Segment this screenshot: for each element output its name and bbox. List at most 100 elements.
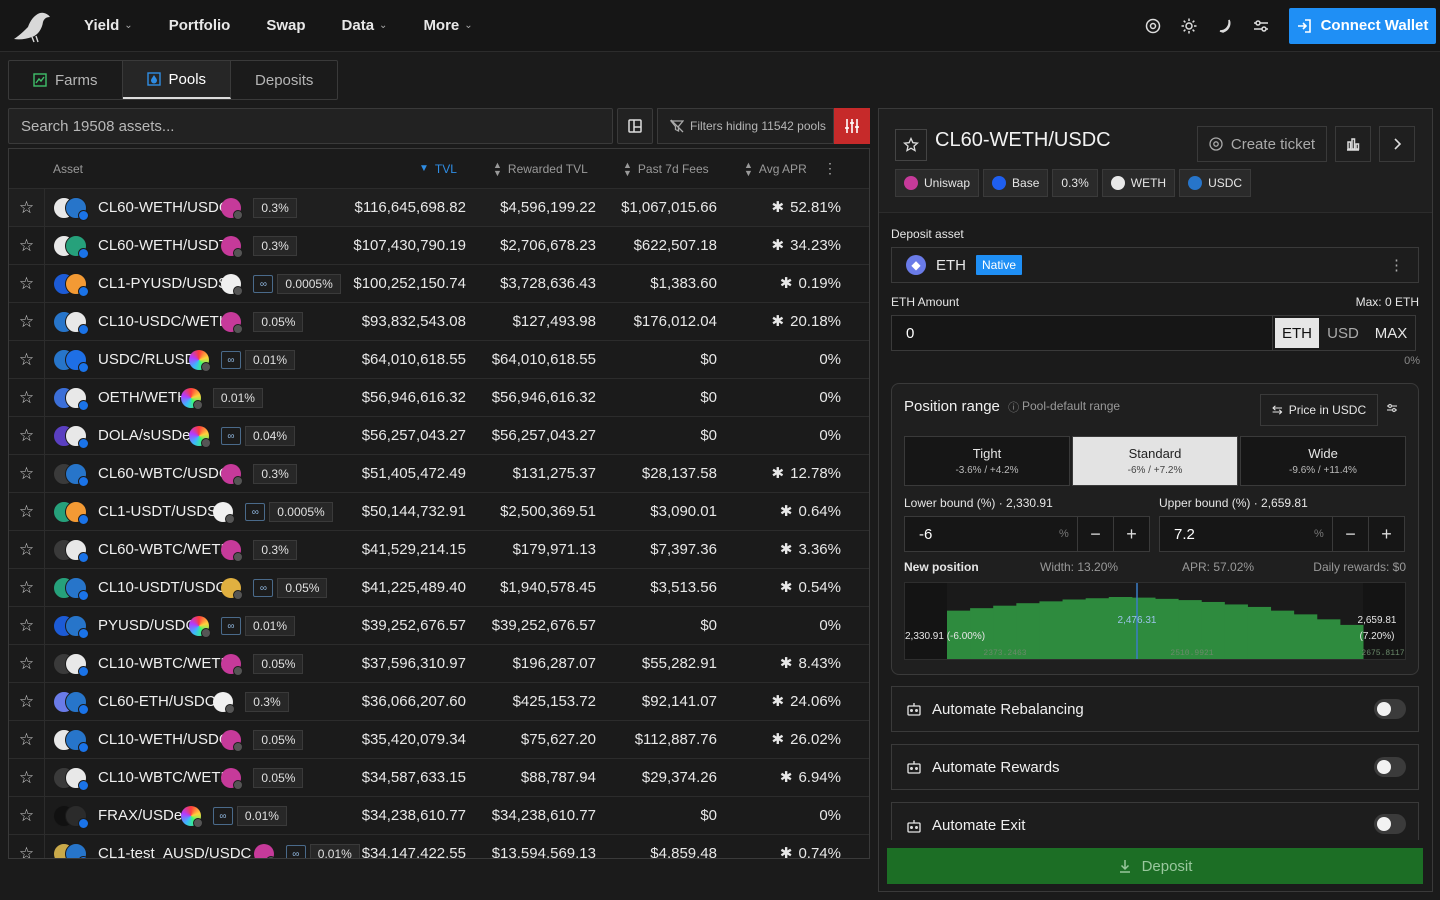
favorite-star-icon[interactable]: ☆ [9, 493, 45, 531]
table-row[interactable]: ☆ CL60-WBTC/USDC 0.3% $51,405,472.49 $131,27… [9, 455, 869, 493]
sun-icon[interactable] [1171, 8, 1207, 44]
table-row[interactable]: ☆ OETH/WETH 0.01% $56,946,616.32 $56,946,616… [9, 379, 869, 417]
table-row[interactable]: ☆ CL10-WETH/USDC 0.05% $35,420,079.34 $75,62… [9, 721, 869, 759]
liquidity-histogram[interactable]: 2,476.31 2,330.91 (-6.00%) 2,659.81 (7.2… [904, 582, 1406, 660]
nav-item-swap[interactable]: Swap [248, 0, 323, 52]
deposit-button[interactable]: Deposit [887, 848, 1423, 884]
upper-increment-button[interactable]: + [1368, 517, 1404, 551]
table-row[interactable]: ☆ CL1-PYUSD/USDS ∞ 0.0005% $100,252,150.74 $3… [9, 265, 869, 303]
link-icon[interactable]: ∞ [253, 275, 274, 293]
favorite-star-icon[interactable]: ☆ [9, 379, 45, 417]
automation-toggle[interactable] [1374, 757, 1406, 777]
table-row[interactable]: ☆ CL1-USDT/USDS ∞ 0.0005% $50,144,732.91 $2,5… [9, 493, 869, 531]
header-rewarded-tvl[interactable]: ▲ ▼ Rewarded TVL [493, 160, 588, 177]
nav-item-yield[interactable]: Yield ⌄ [66, 0, 151, 52]
favorite-star-icon[interactable]: ☆ [9, 759, 45, 797]
chip-base[interactable]: Base [983, 169, 1049, 197]
table-row[interactable]: ☆ FRAX/USDe ∞ 0.01% $34,238,610.77 $34,238,61… [9, 797, 869, 835]
kebab-menu-icon[interactable]: ⋮ [1389, 257, 1404, 274]
filter-settings-button[interactable] [834, 108, 870, 144]
table-row[interactable]: ☆ CL60-ETH/USDC 0.3% $36,066,207.60 $425,153… [9, 683, 869, 721]
filters-hiding-button[interactable]: Filters hiding 11542 pools [657, 108, 834, 144]
lower-increment-button[interactable]: + [1113, 517, 1149, 551]
table-row[interactable]: ☆ CL1-test_AUSD/USDC ∞ 0.01% $34,147,422.55 $… [9, 835, 869, 858]
upper-decrement-button[interactable]: − [1332, 517, 1368, 551]
support-icon[interactable] [1135, 8, 1171, 44]
next-pool-button[interactable] [1379, 126, 1415, 162]
header-apr[interactable]: ▲ ▼ Avg APR [744, 160, 807, 177]
favorite-star-icon[interactable]: ☆ [9, 265, 45, 303]
table-row[interactable]: ☆ CL60-WETH/USDC 0.3% $116,645,698.82 $4,596… [9, 189, 869, 227]
deposit-asset-select[interactable]: ◆ ETH Native ⋮ [891, 247, 1419, 283]
table-row[interactable]: ☆ CL60-WETH/USDT 0.3% $107,430,790.19 $2,706… [9, 227, 869, 265]
favorite-star-icon[interactable]: ☆ [9, 683, 45, 721]
nav-item-portfolio[interactable]: Portfolio [151, 0, 249, 52]
chip-03[interactable]: 0.3% [1052, 169, 1098, 197]
link-icon[interactable]: ∞ [245, 503, 266, 521]
favorite-star-icon[interactable]: ☆ [9, 569, 45, 607]
favorite-star-icon[interactable]: ☆ [9, 189, 45, 227]
favorite-star-icon[interactable]: ☆ [9, 455, 45, 493]
unit-usd-button[interactable]: USD [1327, 324, 1359, 342]
table-row[interactable]: ☆ PYUSD/USDC ∞ 0.01% $39,252,676.57 $39,252,6… [9, 607, 869, 645]
favorite-star-icon[interactable]: ☆ [9, 721, 45, 759]
link-icon[interactable]: ∞ [212, 807, 233, 825]
help-icon[interactable]: ⓘ [1008, 402, 1020, 414]
lower-bound-input[interactable]: -6 [905, 517, 1059, 551]
header-fees[interactable]: ▲ ▼ Past 7d Fees [623, 160, 709, 177]
preset-standard[interactable]: Standard -6% / +7.2% [1072, 436, 1238, 486]
preset-wide[interactable]: Wide -9.6% / +11.4% [1240, 436, 1406, 486]
chip-weth[interactable]: WETH [1101, 169, 1176, 197]
bird-logo-icon[interactable] [10, 9, 54, 43]
nav-item-data[interactable]: Data ⌄ [324, 0, 406, 52]
tab-farms[interactable]: Farms [9, 61, 123, 99]
nav-item-more[interactable]: More ⌄ [405, 0, 490, 52]
header-asset[interactable]: Asset [53, 162, 83, 176]
link-icon[interactable]: ∞ [221, 427, 241, 445]
amount-input[interactable]: 0 [891, 315, 1273, 351]
automation-toggle[interactable] [1374, 699, 1406, 719]
analytics-button[interactable] [1335, 126, 1371, 162]
table-row[interactable]: ☆ CL10-WBTC/WETH 0.05% $37,596,310.97 $196,2… [9, 645, 869, 683]
table-row[interactable]: ☆ CL10-WBTC/WETH 0.05% $34,587,633.15 $88,78… [9, 759, 869, 797]
link-icon[interactable]: ∞ [221, 617, 241, 635]
create-ticket-button[interactable]: Create ticket [1197, 126, 1327, 162]
favorite-star-icon[interactable]: ☆ [9, 227, 45, 265]
favorite-button[interactable] [895, 129, 927, 161]
automation-toggle[interactable] [1374, 814, 1406, 834]
price-toggle-button[interactable]: ⇆ Price in USDC [1260, 394, 1378, 426]
favorite-star-icon[interactable]: ☆ [9, 835, 45, 858]
columns-button[interactable] [617, 108, 653, 144]
upper-bound-input[interactable]: 7.2 [1160, 517, 1314, 551]
connect-wallet-button[interactable]: Connect Wallet [1289, 7, 1436, 44]
table-row[interactable]: ☆ CL10-USDC/WETH 0.05% $93,832,543.08 $127,4… [9, 303, 869, 341]
table-row[interactable]: ☆ DOLA/sUSDe ∞ 0.04% $56,257,043.27 $56,257,0… [9, 417, 869, 455]
chip-uniswap[interactable]: Uniswap [895, 169, 980, 197]
preset-tight[interactable]: Tight -3.6% / +4.2% [904, 436, 1070, 486]
unit-eth-button[interactable]: ETH [1275, 318, 1319, 348]
tab-pools[interactable]: Pools [122, 61, 232, 99]
favorite-star-icon[interactable]: ☆ [9, 417, 45, 455]
favorite-star-icon[interactable]: ☆ [9, 341, 45, 379]
search-input[interactable] [8, 108, 613, 144]
tab-deposits[interactable]: Deposits [231, 61, 337, 99]
favorite-star-icon[interactable]: ☆ [9, 531, 45, 569]
favorite-star-icon[interactable]: ☆ [9, 303, 45, 341]
favorite-star-icon[interactable]: ☆ [9, 607, 45, 645]
favorite-star-icon[interactable]: ☆ [9, 645, 45, 683]
header-tvl[interactable]: ▼ TVL [419, 162, 457, 176]
lower-decrement-button[interactable]: − [1077, 517, 1113, 551]
moon-icon[interactable] [1207, 8, 1243, 44]
table-row[interactable]: ☆ CL10-USDT/USDC ∞ 0.05% $41,225,489.40 $1,94… [9, 569, 869, 607]
chip-usdc[interactable]: USDC [1179, 169, 1252, 197]
link-icon[interactable]: ∞ [253, 579, 274, 597]
range-settings-icon[interactable] [1386, 402, 1398, 417]
table-row[interactable]: ☆ USDC/RLUSD ∞ 0.01% $64,010,618.55 $64,010,6… [9, 341, 869, 379]
favorite-star-icon[interactable]: ☆ [9, 797, 45, 835]
table-row[interactable]: ☆ CL60-WBTC/WETH 0.3% $41,529,214.15 $179,97… [9, 531, 869, 569]
table-menu-icon[interactable]: ⋮ [823, 160, 837, 176]
link-icon[interactable]: ∞ [285, 845, 306, 858]
link-icon[interactable]: ∞ [221, 351, 241, 369]
settings-sliders-icon[interactable] [1243, 8, 1279, 44]
max-button[interactable]: MAX [1374, 324, 1408, 342]
